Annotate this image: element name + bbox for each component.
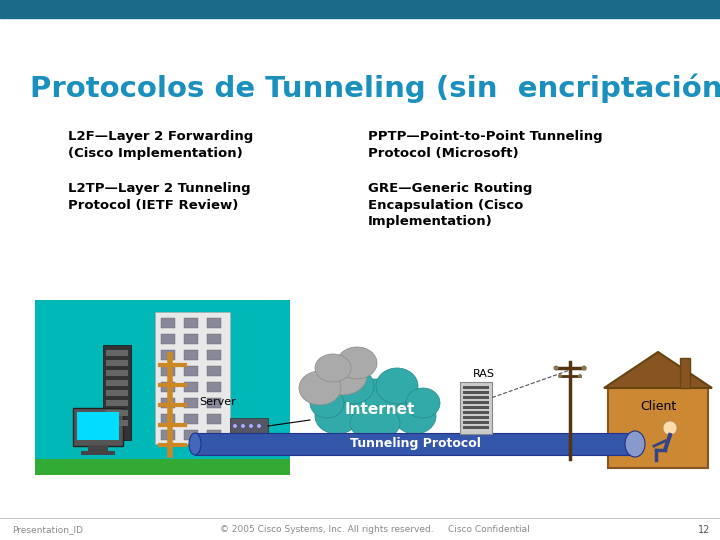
Text: L2F—Layer 2 Forwarding
(Cisco Implementation): L2F—Layer 2 Forwarding (Cisco Implementa…	[68, 130, 253, 159]
Bar	[0, 0, 720, 18]
Bar	[161, 350, 175, 360]
Bar	[463, 386, 489, 389]
Bar	[73, 408, 123, 446]
Bar	[35, 300, 290, 475]
Text: RAS: RAS	[473, 369, 495, 379]
Bar	[463, 396, 489, 399]
Ellipse shape	[332, 368, 374, 404]
Bar	[161, 382, 175, 392]
Ellipse shape	[337, 347, 377, 379]
Text: PPTP—Point-to-Point Tunneling
Protocol (Microsoft): PPTP—Point-to-Point Tunneling Protocol (…	[368, 130, 603, 159]
Circle shape	[249, 424, 253, 428]
Text: Tunneling Protocol: Tunneling Protocol	[350, 437, 480, 450]
Bar	[88, 446, 108, 452]
Ellipse shape	[319, 357, 367, 395]
Bar	[81, 451, 115, 455]
Text: GRE—Generic Routing
Encapsulation (Cisco
Implementation): GRE—Generic Routing Encapsulation (Cisco…	[368, 182, 532, 228]
Ellipse shape	[625, 431, 645, 457]
Bar	[106, 360, 128, 366]
Polygon shape	[604, 352, 712, 388]
Bar	[207, 318, 221, 328]
Ellipse shape	[189, 433, 201, 455]
Bar	[184, 350, 198, 360]
Bar	[608, 386, 708, 468]
Ellipse shape	[346, 379, 404, 427]
Bar	[184, 414, 198, 424]
Bar	[184, 366, 198, 376]
Bar	[463, 411, 489, 414]
Text: Internet: Internet	[345, 402, 415, 417]
Text: Presentation_ID: Presentation_ID	[12, 525, 83, 535]
Bar	[680, 358, 690, 388]
Bar	[106, 400, 128, 406]
Ellipse shape	[315, 398, 359, 434]
Ellipse shape	[394, 398, 436, 434]
Bar	[161, 414, 175, 424]
Bar	[207, 414, 221, 424]
Bar	[77, 412, 119, 440]
Text: 12: 12	[698, 525, 710, 535]
Text: Client: Client	[640, 400, 676, 413]
Bar	[184, 334, 198, 344]
Bar	[207, 430, 221, 440]
Bar	[35, 459, 290, 475]
Ellipse shape	[315, 354, 351, 382]
Bar	[155, 312, 230, 444]
Bar	[161, 318, 175, 328]
Circle shape	[578, 374, 582, 378]
Bar	[161, 398, 175, 408]
Ellipse shape	[299, 371, 341, 405]
Circle shape	[233, 424, 237, 428]
Bar	[184, 382, 198, 392]
Circle shape	[554, 366, 559, 370]
Bar	[463, 426, 489, 429]
Bar	[460, 382, 492, 434]
Bar	[463, 421, 489, 424]
Circle shape	[663, 421, 677, 435]
Bar	[463, 401, 489, 404]
Bar	[184, 398, 198, 408]
Bar	[463, 391, 489, 394]
Bar	[106, 410, 128, 416]
Bar	[161, 334, 175, 344]
Bar	[106, 350, 128, 356]
Bar	[230, 418, 268, 434]
Circle shape	[558, 374, 562, 378]
Bar	[184, 318, 198, 328]
Bar	[161, 366, 175, 376]
Circle shape	[582, 366, 587, 370]
Ellipse shape	[406, 388, 440, 418]
Text: © 2005 Cisco Systems, Inc. All rights reserved.     Cisco Confidential: © 2005 Cisco Systems, Inc. All rights re…	[220, 525, 530, 535]
Ellipse shape	[350, 406, 400, 441]
Circle shape	[241, 424, 245, 428]
Bar	[207, 334, 221, 344]
Bar	[207, 398, 221, 408]
Text: Protocolos de Tunneling (sin  encriptación): Protocolos de Tunneling (sin encriptació…	[30, 73, 720, 103]
Bar	[463, 406, 489, 409]
Bar	[207, 366, 221, 376]
Bar	[106, 380, 128, 386]
Ellipse shape	[310, 388, 344, 418]
Bar	[184, 430, 198, 440]
Bar	[207, 382, 221, 392]
Bar	[195, 433, 635, 455]
Bar	[106, 370, 128, 376]
Bar	[103, 345, 131, 440]
Bar	[106, 390, 128, 396]
Bar	[106, 420, 128, 426]
Bar	[463, 416, 489, 419]
Bar	[161, 430, 175, 440]
Text: Server: Server	[199, 397, 236, 407]
Ellipse shape	[376, 368, 418, 404]
Text: L2TP—Layer 2 Tunneling
Protocol (IETF Review): L2TP—Layer 2 Tunneling Protocol (IETF Re…	[68, 182, 251, 212]
Circle shape	[257, 424, 261, 428]
Bar	[207, 350, 221, 360]
